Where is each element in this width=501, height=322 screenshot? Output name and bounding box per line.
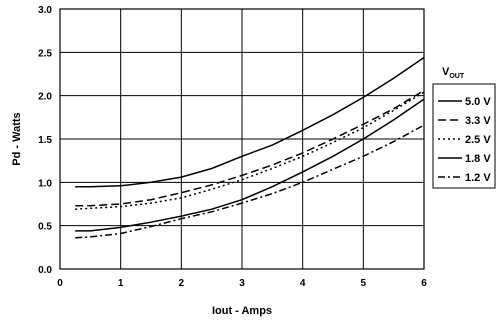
series-line [75, 91, 425, 210]
legend-label: 5.0 V [465, 96, 491, 108]
legend-title: VOUT [442, 66, 465, 80]
series-line [75, 98, 425, 232]
legend-title-sub: OUT [449, 73, 465, 80]
series-line [75, 89, 425, 207]
legend-label: 3.3 V [465, 115, 491, 127]
x-tick-label: 2 [179, 278, 185, 289]
legend-label: 2.5 V [465, 134, 491, 146]
y-tick-label: 1.0 [38, 178, 52, 189]
x-tick-label: 4 [300, 278, 306, 289]
grid-layer [60, 9, 424, 269]
legend-label: 1.2 V [465, 172, 491, 184]
series-layer [75, 56, 425, 239]
x-tick-label: 3 [239, 278, 245, 289]
x-tick-label: 6 [421, 278, 427, 289]
y-tick-label: 0.5 [38, 222, 52, 233]
x-axis-title: Iout - Amps [212, 305, 272, 317]
series-line [75, 56, 425, 188]
x-tick-label: 5 [361, 278, 367, 289]
y-tick-label: 3.0 [38, 5, 52, 16]
y-tick-label: 2.0 [38, 92, 52, 103]
legend-label: 1.8 V [465, 153, 491, 165]
plot-area-frame [59, 8, 425, 270]
legend-title-main: V [442, 66, 450, 78]
legend-entries: 5.0 V 3.3 V 2.5 V 1.8 V 1.2 V [438, 96, 491, 184]
y-tick-label: 2.5 [38, 48, 52, 59]
y-axis-title: Pd - Watts [11, 112, 23, 165]
y-tick-label: 0.0 [38, 265, 52, 276]
tick-labels: 0 1 2 3 4 5 6 0.0 0.5 1.0 1.5 2.0 2.5 3.0 [38, 5, 427, 289]
y-tick-label: 1.5 [38, 135, 52, 146]
series-line [75, 124, 425, 239]
x-tick-label: 0 [57, 278, 63, 289]
x-tick-label: 1 [118, 278, 124, 289]
